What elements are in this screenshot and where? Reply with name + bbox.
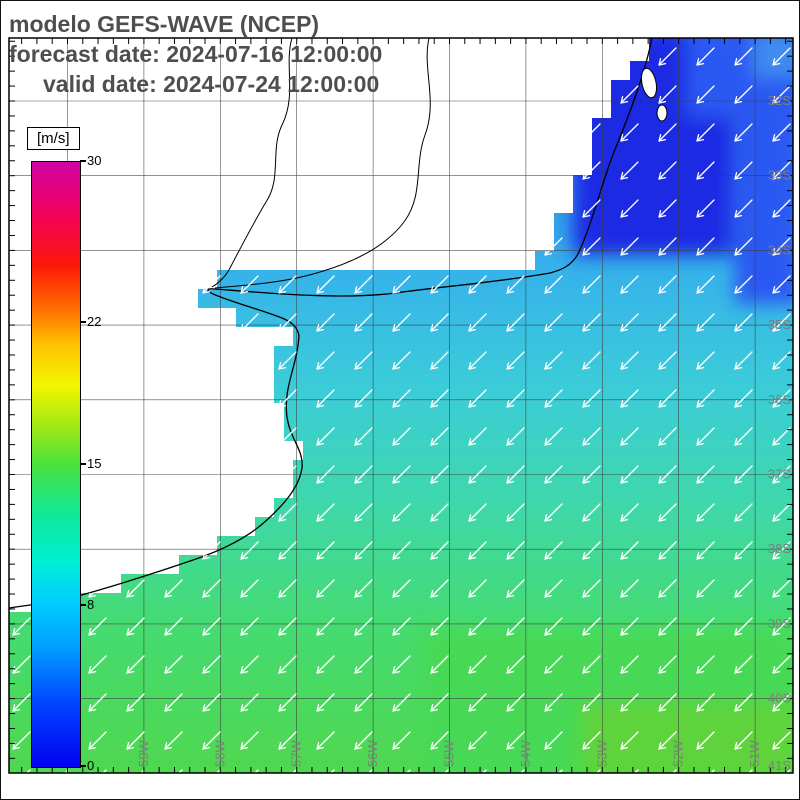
lon-label: 56W (365, 740, 380, 767)
lat-label: 40S (768, 691, 791, 706)
colorbar-tick-label: 8 (87, 596, 95, 612)
colorbar-unit-label: [m/s] (27, 127, 80, 150)
lon-label: 55W (442, 740, 457, 767)
wind-direction-arrows (9, 38, 793, 773)
lon-label: 57W (289, 740, 304, 767)
lat-label: 32S (768, 93, 791, 108)
colorbar-tick-mark (80, 160, 86, 162)
lat-label: 33S (768, 168, 791, 183)
lat-label: 41S (768, 758, 791, 773)
lat-label: 35S (768, 317, 791, 332)
colorbar-tick-mark (80, 603, 86, 606)
lon-label: 58W (212, 740, 227, 767)
lon-label: 59W (136, 740, 151, 767)
latitude-labels: 32S 33S 34S 35S 36S 37S 38S 39S 40S 41S (768, 93, 791, 773)
lon-label: 51W (747, 740, 762, 767)
lat-label: 36S (768, 392, 791, 407)
colorbar-tick-label: 22 (87, 314, 102, 330)
colorbar-tick-mark (80, 321, 86, 324)
map-frame (8, 37, 794, 774)
river-line (211, 38, 293, 288)
colorbar-tick-label: 30 (87, 153, 102, 168)
lat-label: 37S (768, 467, 791, 482)
colorbar-tick-mark (80, 765, 86, 767)
colorbar-tick-mark (80, 462, 86, 465)
lon-label: 54W (518, 740, 533, 767)
longitude-labels: 60W59W58W57W56W55W54W53W52W51W (60, 740, 763, 767)
colorbar-tick-label: 15 (87, 455, 102, 471)
lat-label: 39S (768, 616, 791, 631)
colorbar-tick-label: 0 (87, 758, 95, 773)
lon-label: 52W (671, 740, 686, 767)
colorbar (31, 161, 81, 768)
lon-label: 53W (594, 740, 609, 767)
frame-ticks (9, 38, 793, 773)
lat-label: 38S (768, 541, 791, 556)
lat-label: 34S (768, 242, 791, 257)
